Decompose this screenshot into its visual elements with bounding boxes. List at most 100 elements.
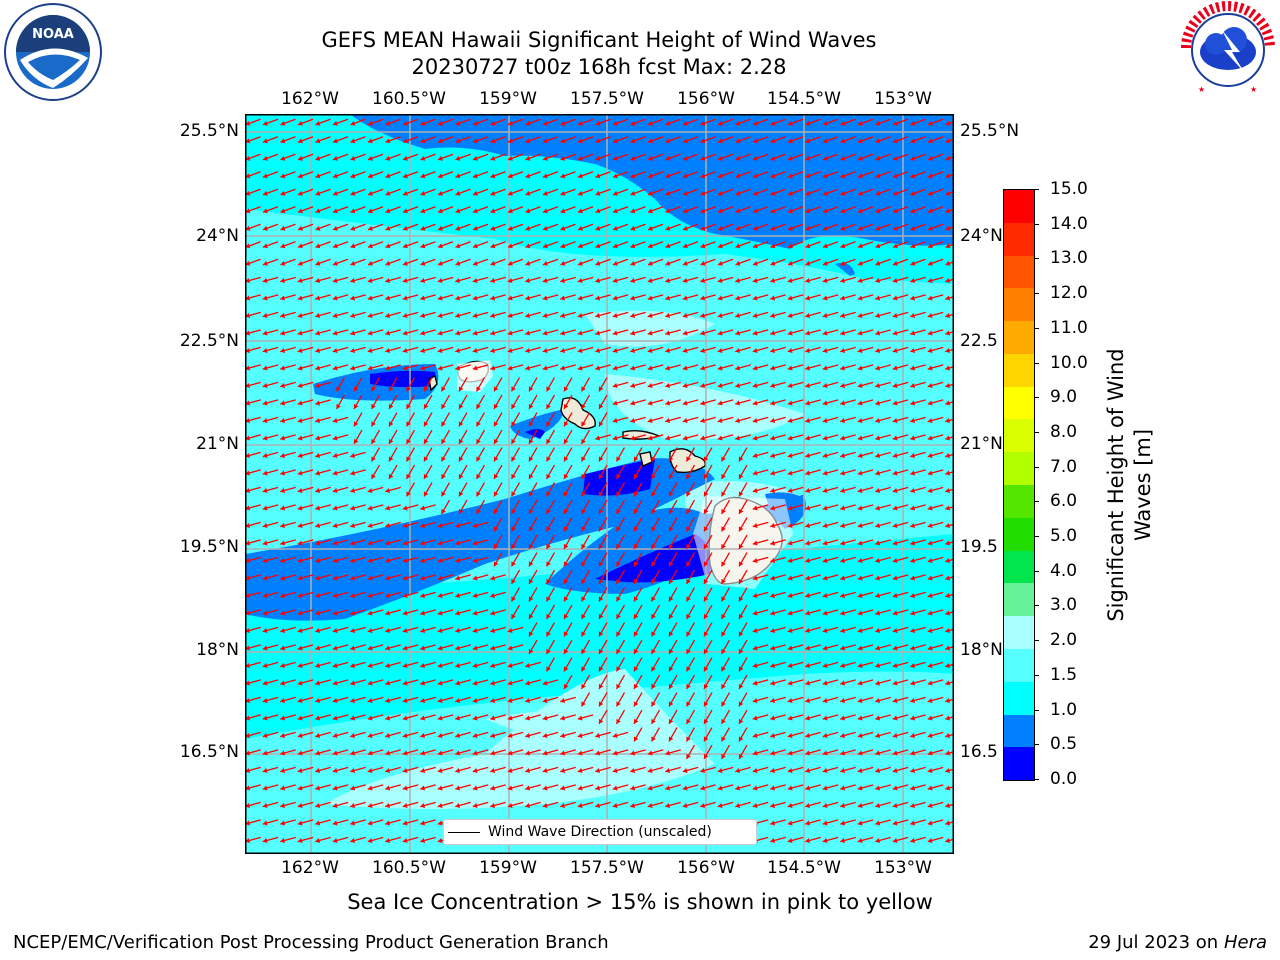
wave-direction-arrowhead	[385, 365, 391, 371]
wave-direction-arrowhead	[441, 438, 446, 444]
colorbar-tick-labels: 15.0 14.0 13.0 12.0 11.0 10.0 9.0 8.0 7.0 6.0 5.0 4…	[1034, 179, 1100, 789]
wave-direction-arrowhead	[927, 435, 933, 441]
wave-direction-arrowhead	[560, 295, 566, 301]
wave-direction-arrowhead	[560, 120, 566, 126]
wave-direction-arrowhead	[420, 557, 426, 563]
wind-wave-arrows	[245, 118, 954, 843]
wave-direction-arrowhead	[875, 540, 881, 546]
wave-direction-arrowhead	[332, 627, 338, 633]
colorbar-tick-label: 0.0	[1050, 769, 1078, 789]
wave-direction-arrowhead	[595, 173, 601, 179]
wave-direction-arrowhead	[787, 767, 793, 773]
wave-direction-arrowhead	[787, 365, 793, 371]
wave-direction-arrowhead	[875, 680, 881, 686]
wave-direction-arrowhead	[857, 243, 863, 249]
wave-direction-arrowhead	[371, 473, 376, 479]
wave-direction-arrowhead	[367, 610, 373, 616]
wave-direction-arrowhead	[682, 225, 688, 231]
wave-direction-arrowhead	[700, 767, 706, 773]
wave-direction-arrowhead	[437, 138, 443, 144]
colorbar-tick	[1034, 570, 1039, 572]
wave-direction-arrowhead	[752, 365, 758, 371]
wave-direction-arrowhead	[805, 715, 811, 721]
wave-direction-arrowhead	[350, 470, 356, 476]
wave-direction-arrowhead	[542, 260, 548, 266]
wave-direction-arrowhead	[402, 557, 408, 563]
colorbar-tick-label: 7.0	[1050, 456, 1078, 477]
wave-direction-arrowhead	[612, 435, 618, 441]
wave-direction-arrowhead	[647, 173, 653, 179]
wave-direction-arrowhead	[332, 312, 338, 318]
wave-direction-arrowhead	[262, 452, 268, 458]
wave-direction-arrowhead	[472, 208, 478, 214]
wave-direction-arrowhead	[350, 557, 356, 563]
wave-direction-arrowhead	[892, 505, 898, 511]
wave-direction-arrowhead	[682, 382, 688, 388]
wave-direction-arrowhead	[332, 697, 338, 703]
wave-direction-arrowhead	[455, 365, 461, 371]
wave-direction-arrowhead	[280, 225, 286, 231]
wave-direction-arrowhead	[528, 631, 534, 637]
wave-direction-arrowhead	[581, 648, 586, 654]
wave-direction-arrowhead	[700, 120, 706, 126]
wave-direction-arrowhead	[770, 365, 776, 371]
wave-direction-arrowhead	[262, 785, 268, 791]
wave-direction-arrowhead	[700, 785, 706, 791]
wave-direction-arrowhead	[332, 750, 338, 756]
wave-direction-arrowhead	[511, 613, 516, 619]
wave-direction-arrowhead	[420, 347, 426, 353]
wave-direction-arrowhead	[315, 487, 321, 493]
wave-direction-arrowhead	[805, 173, 811, 179]
wave-direction-arrowhead	[528, 438, 534, 444]
wave-direction-arrowhead	[892, 540, 898, 546]
colorbar-tick	[1034, 293, 1039, 295]
wave-direction-arrowhead	[315, 505, 321, 511]
wave-direction-arrowhead	[910, 522, 916, 528]
wave-direction-arrowhead	[367, 522, 373, 528]
wave-direction-arrowhead	[787, 173, 793, 179]
wave-direction-arrowhead	[367, 837, 373, 843]
wave-direction-arrowhead	[840, 697, 846, 703]
wave-direction-arrowhead	[472, 347, 478, 353]
wave-direction-arrowhead	[735, 190, 741, 196]
wave-direction-arrowhead	[875, 662, 881, 668]
wave-direction-arrowhead	[717, 330, 723, 336]
wave-direction-arrowhead	[420, 610, 426, 616]
wave-direction-arrowhead	[437, 243, 443, 249]
wave-direction-arrowhead	[682, 802, 688, 808]
wave-direction-arrowhead	[577, 312, 583, 318]
wave-direction-arrowhead	[472, 243, 478, 249]
wave-direction-arrowhead	[455, 312, 461, 318]
wave-direction-arrowhead	[840, 540, 846, 546]
wave-direction-arrowhead	[297, 715, 303, 721]
wave-direction-arrowhead	[280, 452, 286, 458]
wave-direction-arrowhead	[420, 505, 426, 511]
wave-direction-arrowhead	[455, 260, 461, 266]
wave-direction-arrowhead	[423, 421, 429, 427]
wave-direction-arrowhead	[945, 173, 951, 179]
wave-direction-arrowhead	[423, 456, 429, 462]
wave-direction-arrowhead	[686, 613, 691, 619]
wave-direction-arrowhead	[332, 522, 338, 528]
wave-direction-arrowhead	[542, 208, 548, 214]
wave-direction-arrowhead	[315, 470, 321, 476]
wave-direction-arrowhead	[297, 557, 303, 563]
wave-direction-arrowhead	[770, 592, 776, 598]
wave-direction-arrowhead	[875, 732, 881, 738]
wave-direction-arrowhead	[875, 365, 881, 371]
wave-direction-arrowhead	[717, 312, 723, 318]
wave-direction-arrowhead	[647, 295, 653, 301]
wave-direction-arrowhead	[560, 312, 566, 318]
wave-direction-arrowhead	[297, 487, 303, 493]
wave-direction-arrowhead	[822, 400, 828, 406]
wave-direction-arrowhead	[805, 435, 811, 441]
wave-direction-arrowhead	[472, 785, 478, 791]
wave-direction-arrowhead	[735, 225, 741, 231]
wave-direction-arrowhead	[633, 561, 639, 567]
wave-direction-arrowhead	[385, 627, 391, 633]
wave-direction-arrowhead	[703, 701, 709, 707]
wave-direction-arrowhead	[332, 173, 338, 179]
wave-direction-arrowhead	[546, 491, 551, 497]
wave-direction-arrowhead	[525, 312, 531, 318]
wave-direction-arrowhead	[612, 243, 618, 249]
